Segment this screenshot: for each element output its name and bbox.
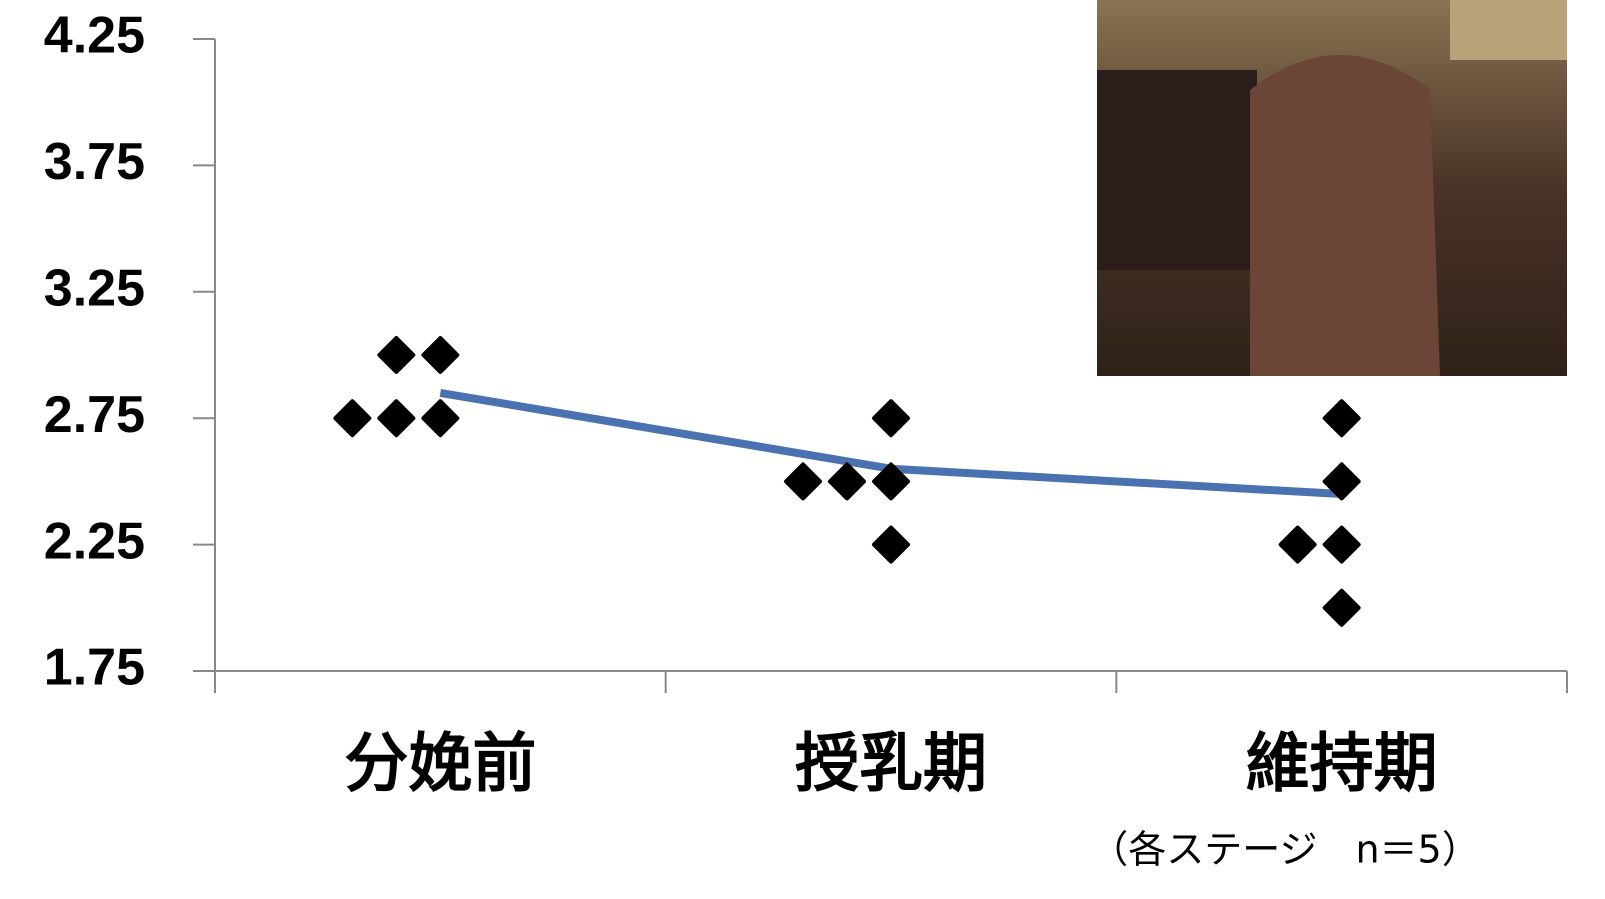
data-point (1322, 462, 1361, 501)
y-tick-label: 3.75 (44, 133, 145, 191)
y-tick-label: 2.75 (44, 386, 145, 444)
data-point (872, 399, 910, 438)
y-tick-label: 3.25 (44, 260, 145, 318)
data-point (784, 462, 822, 501)
data-point (1322, 525, 1361, 564)
data-point (872, 462, 910, 501)
data-point (872, 525, 910, 564)
annotation: （各ステージ n＝5） (1090, 828, 1480, 872)
data-point (421, 336, 460, 374)
x-tick-label: 授乳期 (795, 728, 987, 802)
data-point (828, 462, 866, 501)
data-point (377, 399, 416, 438)
data-point (1322, 399, 1361, 438)
data-point (421, 399, 460, 438)
data-point (377, 336, 416, 374)
y-tick-label: 4.25 (44, 7, 145, 65)
photo-inset (1097, 0, 1567, 376)
data-point (1278, 525, 1317, 564)
data-point (333, 399, 372, 438)
y-tick-label: 2.25 (44, 512, 145, 570)
data-point (1322, 588, 1361, 627)
x-tick-label: 維持期 (1246, 728, 1438, 802)
x-tick-label: 分娩前 (344, 728, 536, 802)
y-tick-label: 1.75 (44, 639, 145, 697)
